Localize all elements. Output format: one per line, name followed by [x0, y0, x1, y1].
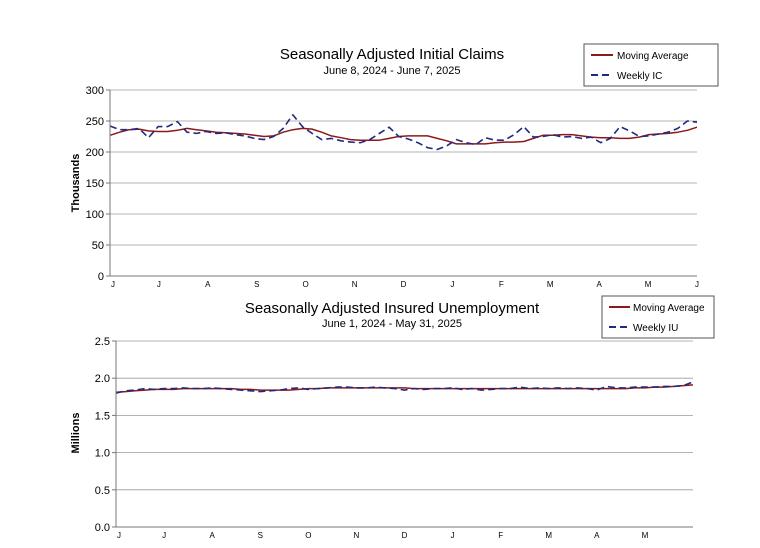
chart-subtitle: June 8, 2024 - June 7, 2025: [324, 65, 461, 77]
x-tick-label: J: [695, 280, 699, 289]
y-tick-label: 200: [86, 147, 104, 159]
y-tick-label: 300: [86, 85, 104, 97]
x-tick-label: M: [545, 531, 552, 540]
x-tick-label: J: [111, 280, 115, 289]
y-tick-label: 2.5: [95, 336, 110, 348]
x-tick-label: M: [547, 280, 554, 289]
series-line-weekly: [109, 114, 698, 151]
chart-legend: Moving Average Weekly IU: [601, 295, 715, 339]
x-tick-label: J: [450, 280, 454, 289]
data-series: [109, 114, 698, 151]
axes: [112, 340, 693, 528]
y-tick-label: 150: [86, 178, 104, 190]
x-tick-label: A: [205, 280, 211, 289]
legend-label-weekly: Weekly IU: [633, 323, 678, 334]
x-tick-label: A: [594, 531, 600, 540]
x-tick-label: F: [498, 531, 503, 540]
legend-label-weekly: Weekly IC: [617, 71, 662, 82]
x-tick-label: F: [499, 280, 504, 289]
x-tick-label: N: [352, 280, 358, 289]
y-tick-label: 0.0: [95, 522, 110, 534]
x-tick-label: O: [303, 280, 309, 289]
x-tick-label: O: [305, 531, 311, 540]
axes: [106, 89, 697, 277]
y-tick-label: 1.0: [95, 448, 110, 460]
y-tick-label: 50: [92, 240, 104, 252]
x-tick-label: A: [596, 280, 602, 289]
legend-label-moving-average: Moving Average: [633, 303, 705, 314]
x-tick-label: J: [157, 280, 161, 289]
initial-claims-chart: Seasonally Adjusted Initial Claims June …: [70, 43, 719, 289]
gridlines: [110, 89, 697, 246]
x-tick-label: J: [451, 531, 455, 540]
chart-subtitle: June 1, 2024 - May 31, 2025: [322, 318, 462, 330]
insured-unemployment-chart: Seasonally Adjusted Insured Unemployment…: [70, 295, 715, 540]
y-tick-label: 0: [98, 271, 104, 283]
x-tick-label: M: [642, 531, 649, 540]
series-line-moving-average: [115, 384, 694, 394]
x-tick-label: J: [162, 531, 166, 540]
y-tick-label: 250: [86, 116, 104, 128]
chart-title: Seasonally Adjusted Initial Claims: [280, 46, 504, 63]
x-tick-label: A: [209, 531, 215, 540]
series-line-moving-average: [109, 126, 698, 145]
y-tick-label: 100: [86, 209, 104, 221]
chart-legend: Moving Average Weekly IC: [583, 43, 719, 87]
y-tick-labels: 0 50 100 150 200 250 300: [86, 85, 104, 283]
x-tick-label: S: [258, 531, 263, 540]
chart-title: Seasonally Adjusted Insured Unemployment: [245, 300, 540, 317]
x-tick-label: M: [645, 280, 652, 289]
y-tick-label: 2.0: [95, 373, 110, 385]
legend-label-moving-average: Moving Average: [617, 51, 689, 62]
y-tick-label: 0.5: [95, 485, 110, 497]
x-tick-label: D: [402, 531, 408, 540]
y-tick-label: 1.5: [95, 410, 110, 422]
data-series: [115, 381, 694, 394]
x-tick-label: N: [354, 531, 360, 540]
y-axis-label: Millions: [70, 413, 82, 454]
x-tick-label: J: [117, 531, 121, 540]
series-line-weekly: [115, 381, 694, 394]
x-tick-label: S: [254, 280, 259, 289]
y-tick-labels: 0.0 0.5 1.0 1.5 2.0 2.5: [95, 336, 110, 534]
y-axis-label: Thousands: [70, 154, 82, 213]
x-tick-label: D: [401, 280, 407, 289]
gridlines: [116, 340, 693, 491]
